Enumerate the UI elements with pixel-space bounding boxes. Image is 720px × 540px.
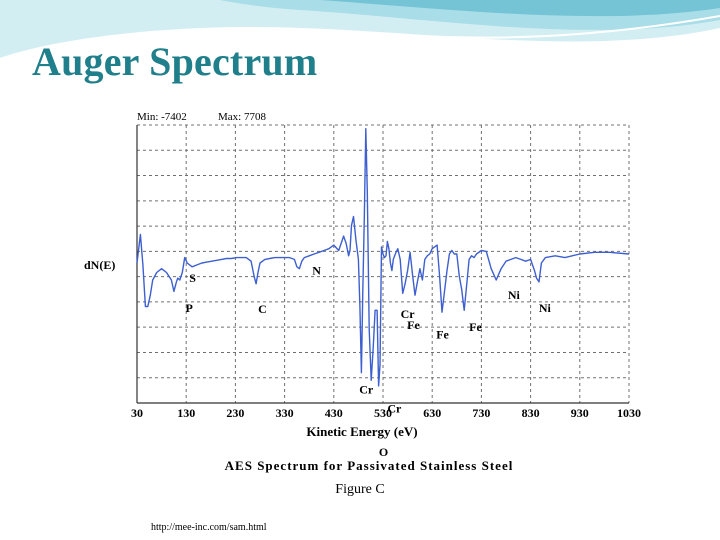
wave-white-line [0, 15, 720, 63]
spectrum-trace [136, 127, 630, 387]
y-axis-label: dN(E) [84, 258, 115, 272]
spectrum-line-0 [136, 127, 630, 387]
x-tick-label: 530 [374, 406, 392, 420]
x-tick-label: 130 [177, 406, 195, 420]
max-value-label: Max: 7708 [218, 111, 266, 123]
peak-label: Ni [539, 301, 552, 315]
x-tick-label: 630 [423, 406, 441, 420]
chart-title: AES Spectrum for Passivated Stainless St… [225, 458, 514, 473]
figure-caption: Figure C [335, 482, 385, 497]
peak-label: Fe [436, 328, 449, 342]
x-tick-label: 430 [325, 406, 343, 420]
peak-label: Cr [401, 307, 416, 321]
x-axis-label: Kinetic Energy (eV) [306, 424, 417, 439]
header-wave-decoration [0, 0, 720, 63]
wave-dark-band [320, 0, 720, 17]
peak-label: C [258, 302, 267, 316]
peak-label: Cr [387, 401, 402, 415]
slide-title: Auger Spectrum [32, 39, 318, 84]
x-tick-label: 830 [522, 406, 540, 420]
peak-label: Fe [407, 318, 420, 332]
x-tick-label: 930 [571, 406, 589, 420]
min-value-label: Min: -7402 [137, 111, 187, 123]
x-tick-labels: 30 130 230 330 430 530 630 730 830 930 1030 [131, 406, 641, 420]
figure-panel: P S C N Cr O Cr Cr Fe Fe Fe Ni Ni 30 130 230 330 430 530 6… [82, 103, 652, 477]
x-tick-label: 230 [226, 406, 244, 420]
peak-label: Cr [359, 383, 374, 397]
source-url: http://mee-inc.com/sam.html [151, 522, 267, 533]
grid [136, 124, 630, 404]
x-tick-label: 1030 [617, 406, 641, 420]
peak-label: O [379, 445, 388, 459]
peak-label: S [189, 271, 196, 285]
x-tick-label: 30 [131, 406, 143, 420]
peak-label: N [312, 263, 321, 277]
x-tick-label: 730 [472, 406, 490, 420]
peak-label: Ni [508, 288, 521, 302]
x-tick-label: 330 [276, 406, 294, 420]
peak-label: Fe [469, 320, 482, 334]
peak-label: P [185, 301, 192, 315]
